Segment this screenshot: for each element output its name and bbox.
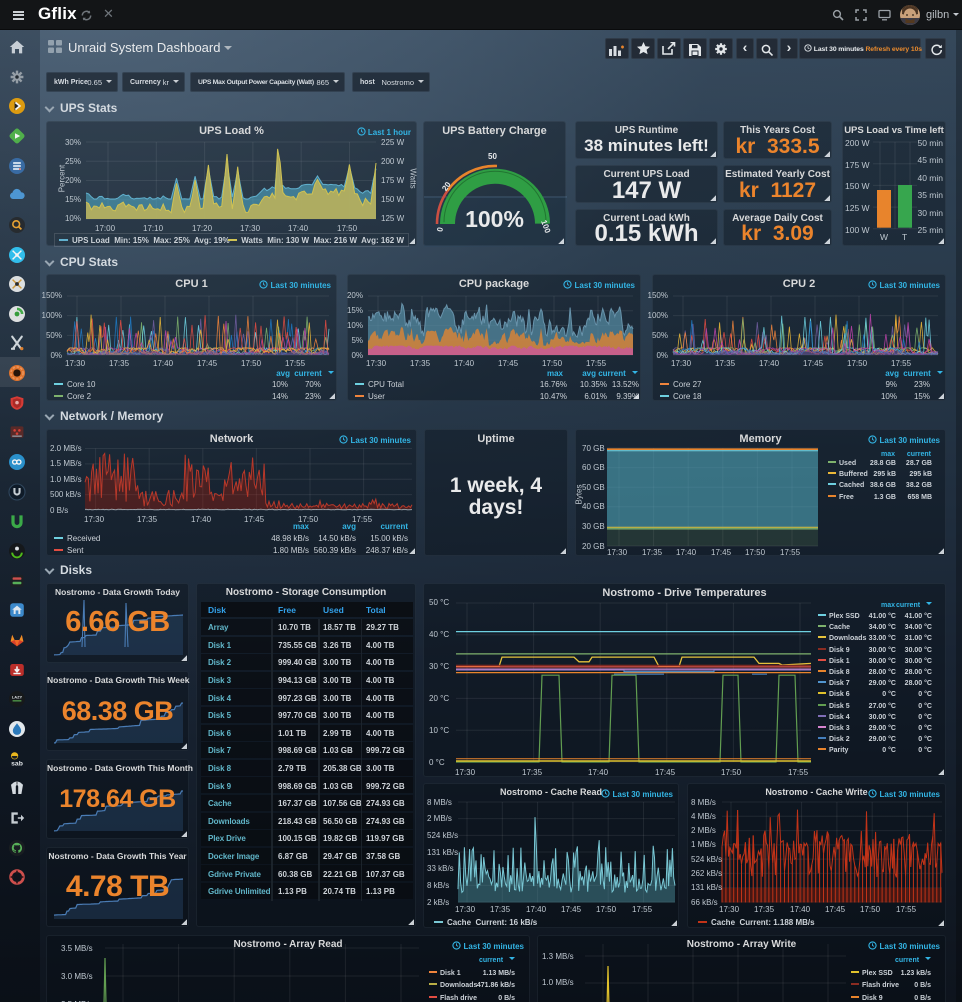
svg-text:sab: sab	[11, 760, 23, 767]
svg-text:LAZY: LAZY	[12, 695, 23, 700]
